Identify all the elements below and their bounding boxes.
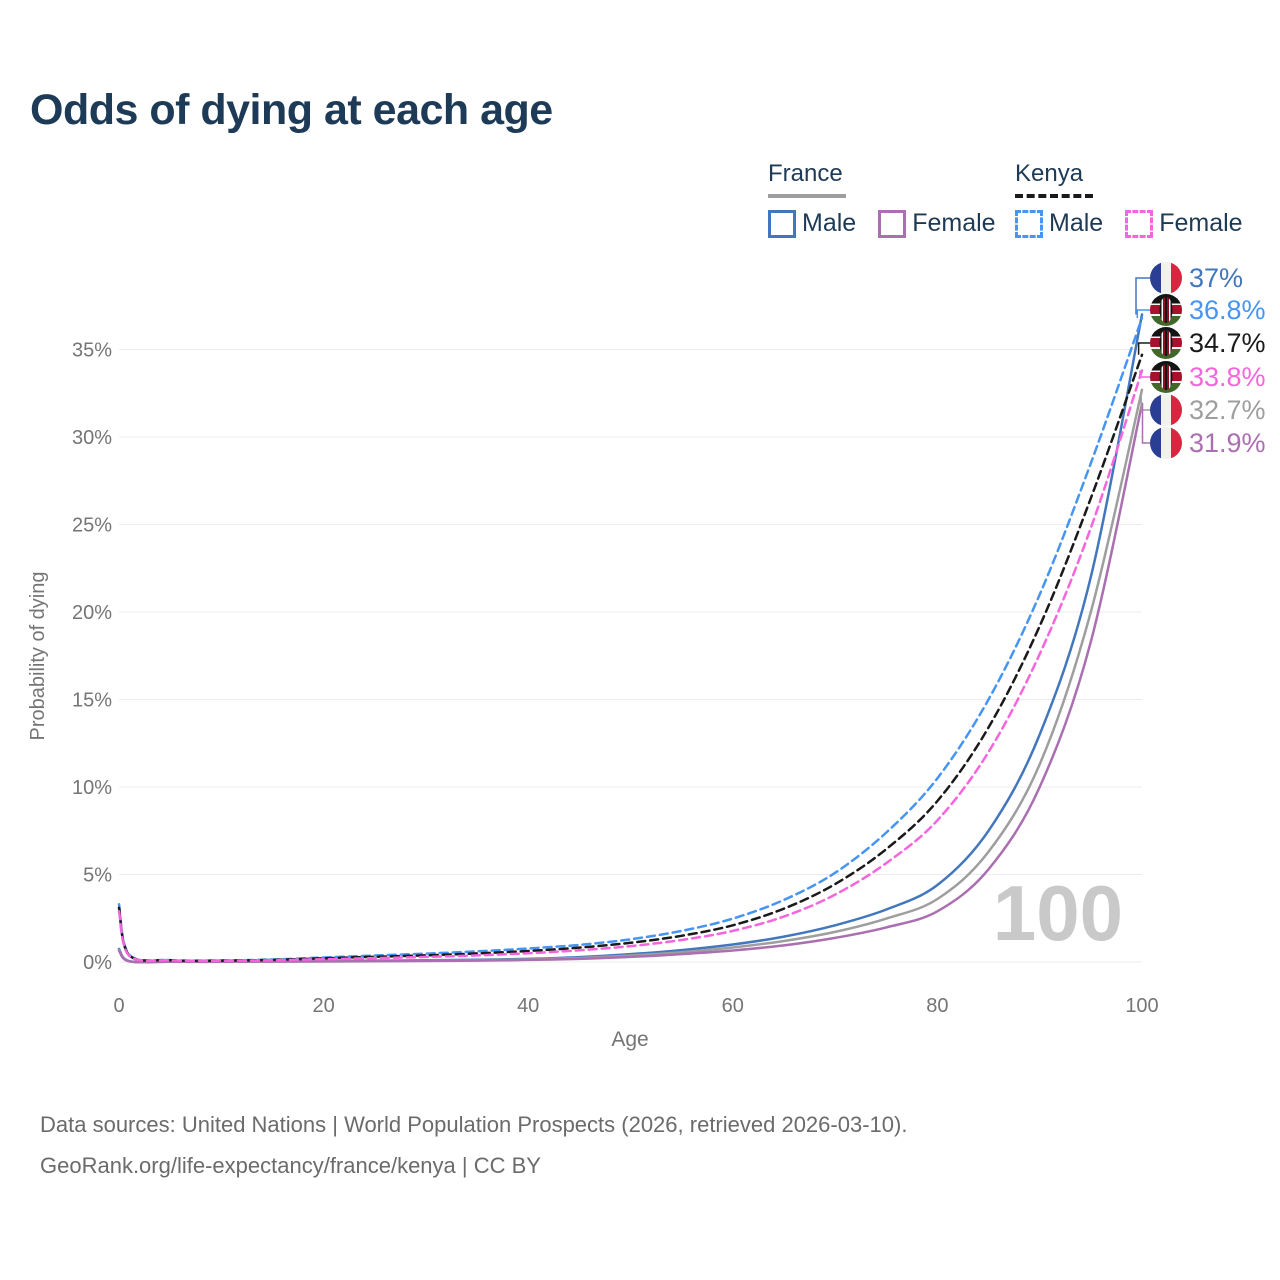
end-label-kenya-male: 36.8% xyxy=(1150,294,1266,326)
end-label-connector xyxy=(1140,389,1150,411)
data-sources-line: Data sources: United Nations | World Pop… xyxy=(40,1112,908,1137)
end-label-value: 34.7% xyxy=(1189,327,1266,358)
legend-country-france: France xyxy=(768,160,843,187)
end-label-connector xyxy=(1139,370,1150,378)
legend-group-kenya: Kenya Male Female xyxy=(1015,160,1243,238)
footer: Data sources: United Nations | World Pop… xyxy=(40,1104,907,1186)
end-label-value: 37% xyxy=(1189,262,1244,293)
y-axis-title: Probability of dying xyxy=(27,572,49,741)
legend-group-france: France Male Female xyxy=(768,160,996,238)
y-tick-label: 35% xyxy=(72,340,112,362)
end-label-kenya-female: 33.8% xyxy=(1150,361,1266,393)
y-tick-label: 15% xyxy=(72,690,112,712)
kenya-flag-icon xyxy=(1150,361,1182,393)
end-label-france-male: 37% xyxy=(1150,262,1243,294)
legend-item-kenya-male[interactable]: Male xyxy=(1015,209,1103,238)
end-label-france-female: 31.9% xyxy=(1150,427,1266,459)
series-line-kenya-female xyxy=(117,369,1144,963)
legend-item-label: Male xyxy=(1049,209,1104,237)
france-flag-icon xyxy=(1150,427,1182,459)
end-label-connector xyxy=(1137,342,1150,355)
y-tick-label: 20% xyxy=(72,602,112,624)
checkbox-icon xyxy=(768,209,796,238)
legend-item-label: Male xyxy=(802,209,857,237)
y-tick-label: 0% xyxy=(83,952,112,974)
y-tick-label: 10% xyxy=(72,777,112,799)
checkbox-icon xyxy=(878,209,907,238)
attribution-line: GeoRank.org/life-expectancy/france/kenya… xyxy=(40,1153,541,1178)
series-line-france-male xyxy=(117,313,1144,964)
y-tick-label: 30% xyxy=(72,427,112,449)
legend-item-kenya-female[interactable]: Female xyxy=(1125,209,1243,238)
france-flag-icon xyxy=(1150,262,1182,294)
series-line-france-female xyxy=(117,402,1144,964)
legend-country-kenya: Kenya xyxy=(1015,160,1084,187)
end-label-value: 33.8% xyxy=(1189,361,1266,392)
legend-item-label: Female xyxy=(1159,209,1243,237)
checkbox-icon xyxy=(1015,209,1043,238)
hover-age-watermark: 100 xyxy=(993,869,1123,957)
x-tick-label: 40 xyxy=(517,995,539,1017)
end-label-connector xyxy=(1136,309,1150,318)
x-tick-label: 80 xyxy=(926,995,948,1017)
y-tick-label: 5% xyxy=(83,865,112,887)
end-label-kenya-overall: 34.7% xyxy=(1150,327,1266,359)
legend-underline-france xyxy=(768,194,846,198)
x-axis-title: Age xyxy=(611,1028,648,1051)
end-label-value: 32.7% xyxy=(1189,394,1266,425)
x-tick-label: 0 xyxy=(113,995,124,1017)
end-label-value: 36.8% xyxy=(1189,294,1266,325)
series-line-france-overall xyxy=(117,388,1144,964)
page-title: Odds of dying at each age xyxy=(30,86,553,134)
kenya-flag-icon xyxy=(1150,294,1182,326)
kenya-flag-icon xyxy=(1150,327,1182,359)
end-label-value: 31.9% xyxy=(1189,427,1266,458)
series-line-kenya-male xyxy=(117,316,1144,962)
mortality-line-chart[interactable]: 0% 5% 10% 15% 20% 25% 30% 35% 0 20 40 60 80 100 Age Pro… xyxy=(0,0,1280,1080)
legend-item-france-male[interactable]: Male xyxy=(768,209,856,238)
france-flag-icon xyxy=(1150,394,1182,426)
end-label-france-overall: 32.7% xyxy=(1150,394,1266,426)
legend-item-france-female[interactable]: Female xyxy=(878,209,996,238)
checkbox-icon xyxy=(1125,209,1154,238)
end-label-connector xyxy=(1141,403,1150,444)
x-tick-label: 20 xyxy=(312,995,334,1017)
legend-item-label: Female xyxy=(912,209,996,237)
y-tick-label: 25% xyxy=(72,515,112,537)
x-tick-label: 60 xyxy=(722,995,744,1017)
end-label-connector xyxy=(1135,277,1150,315)
x-tick-label: 100 xyxy=(1125,995,1158,1017)
legend-underline-kenya xyxy=(1015,194,1093,198)
